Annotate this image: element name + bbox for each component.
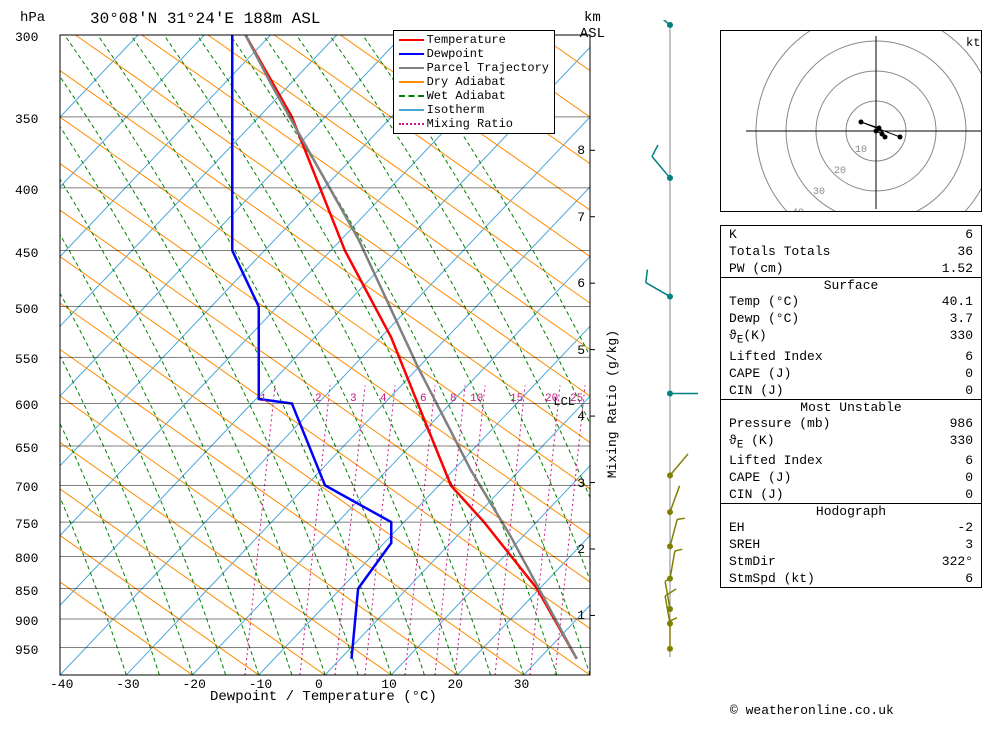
mixing-label: 10 (470, 393, 483, 405)
index-tt: Totals Totals36 (721, 243, 981, 260)
altitude-tick: 4 (577, 409, 585, 424)
pressure-tick: 600 (15, 398, 38, 413)
pressure-tick: 350 (15, 112, 38, 127)
svg-text:10: 10 (855, 145, 867, 156)
temp-tick: -40 (50, 677, 73, 692)
surface-section: Surface Temp (°C)40.1 Dewp (°C)3.7 ϑE(K)… (721, 277, 981, 399)
altitude-tick: 5 (577, 343, 585, 358)
hodograph-section: Hodograph EH-2 SREH3 StmDir322° StmSpd (… (721, 503, 981, 587)
skewt-chart: hPa 30°08'N 31°24'E 188m ASL kmASL Dewpo… (10, 10, 630, 700)
temp-tick: 20 (448, 677, 464, 692)
temp-tick: 0 (315, 677, 323, 692)
mixing-label: 1 (260, 393, 267, 405)
hodograph-chart: kt 10 20 30 40 (720, 30, 982, 212)
legend-item: Mixing Ratio (399, 117, 549, 131)
pressure-tick: 750 (15, 517, 38, 532)
legend-item: Temperature (399, 33, 549, 47)
altitude-tick: 2 (577, 542, 585, 557)
copyright: © weatheronline.co.uk (730, 703, 894, 718)
svg-text:30: 30 (813, 187, 825, 198)
altitude-tick: 3 (577, 476, 585, 491)
legend-item: Wet Adiabat (399, 89, 549, 103)
mixing-ratio-title: Mixing Ratio (g/kg) (605, 330, 620, 478)
pressure-tick: 400 (15, 183, 38, 198)
temp-tick: -30 (116, 677, 139, 692)
pressure-tick: 550 (15, 352, 38, 367)
altitude-tick: 6 (577, 276, 585, 291)
hodograph-svg: kt 10 20 30 40 (721, 31, 981, 211)
mixing-label: 6 (420, 393, 427, 405)
mixing-label: 3 (350, 393, 357, 405)
pressure-tick: 800 (15, 551, 38, 566)
altitude-tick: 8 (577, 143, 585, 158)
legend-item: Parcel Trajectory (399, 61, 549, 75)
data-panel: K6 Totals Totals36 PW (cm)1.52 Surface T… (720, 225, 982, 588)
pressure-tick: 900 (15, 614, 38, 629)
pressure-tick: 450 (15, 246, 38, 261)
mixing-label: 20 (545, 393, 558, 405)
pressure-tick: 300 (15, 30, 38, 45)
legend: TemperatureDewpointParcel TrajectoryDry … (393, 30, 555, 134)
mixing-label: 15 (510, 393, 523, 405)
wind-barb-svg (640, 20, 700, 680)
hpa-label: hPa (20, 10, 45, 26)
index-k: K6 (721, 226, 981, 243)
pressure-tick: 650 (15, 441, 38, 456)
mixing-label: 8 (450, 393, 457, 405)
x-axis-title: Dewpoint / Temperature (°C) (210, 689, 437, 705)
legend-item: Dry Adiabat (399, 75, 549, 89)
location-title: 30°08'N 31°24'E 188m ASL (90, 10, 320, 28)
index-pw: PW (cm)1.52 (721, 260, 981, 277)
altitude-tick: 7 (577, 210, 585, 225)
legend-item: Isotherm (399, 103, 549, 117)
temp-tick: 30 (514, 677, 530, 692)
svg-text:kt: kt (966, 36, 980, 50)
mixing-label: 4 (380, 393, 387, 405)
pressure-tick: 950 (15, 643, 38, 658)
most-unstable-section: Most Unstable Pressure (mb)986 ϑE (K)330… (721, 399, 981, 504)
legend-item: Dewpoint (399, 47, 549, 61)
pressure-tick: 500 (15, 302, 38, 317)
pressure-tick: 850 (15, 584, 38, 599)
temp-tick: -10 (249, 677, 272, 692)
temp-tick: 10 (381, 677, 397, 692)
mixing-label: 25 (570, 393, 583, 405)
svg-text:40: 40 (792, 208, 804, 211)
mixing-label: 2 (315, 393, 322, 405)
temp-tick: -20 (183, 677, 206, 692)
wind-barb-column (640, 20, 700, 680)
altitude-tick: 1 (577, 608, 585, 623)
pressure-tick: 700 (15, 480, 38, 495)
svg-text:20: 20 (834, 166, 846, 177)
